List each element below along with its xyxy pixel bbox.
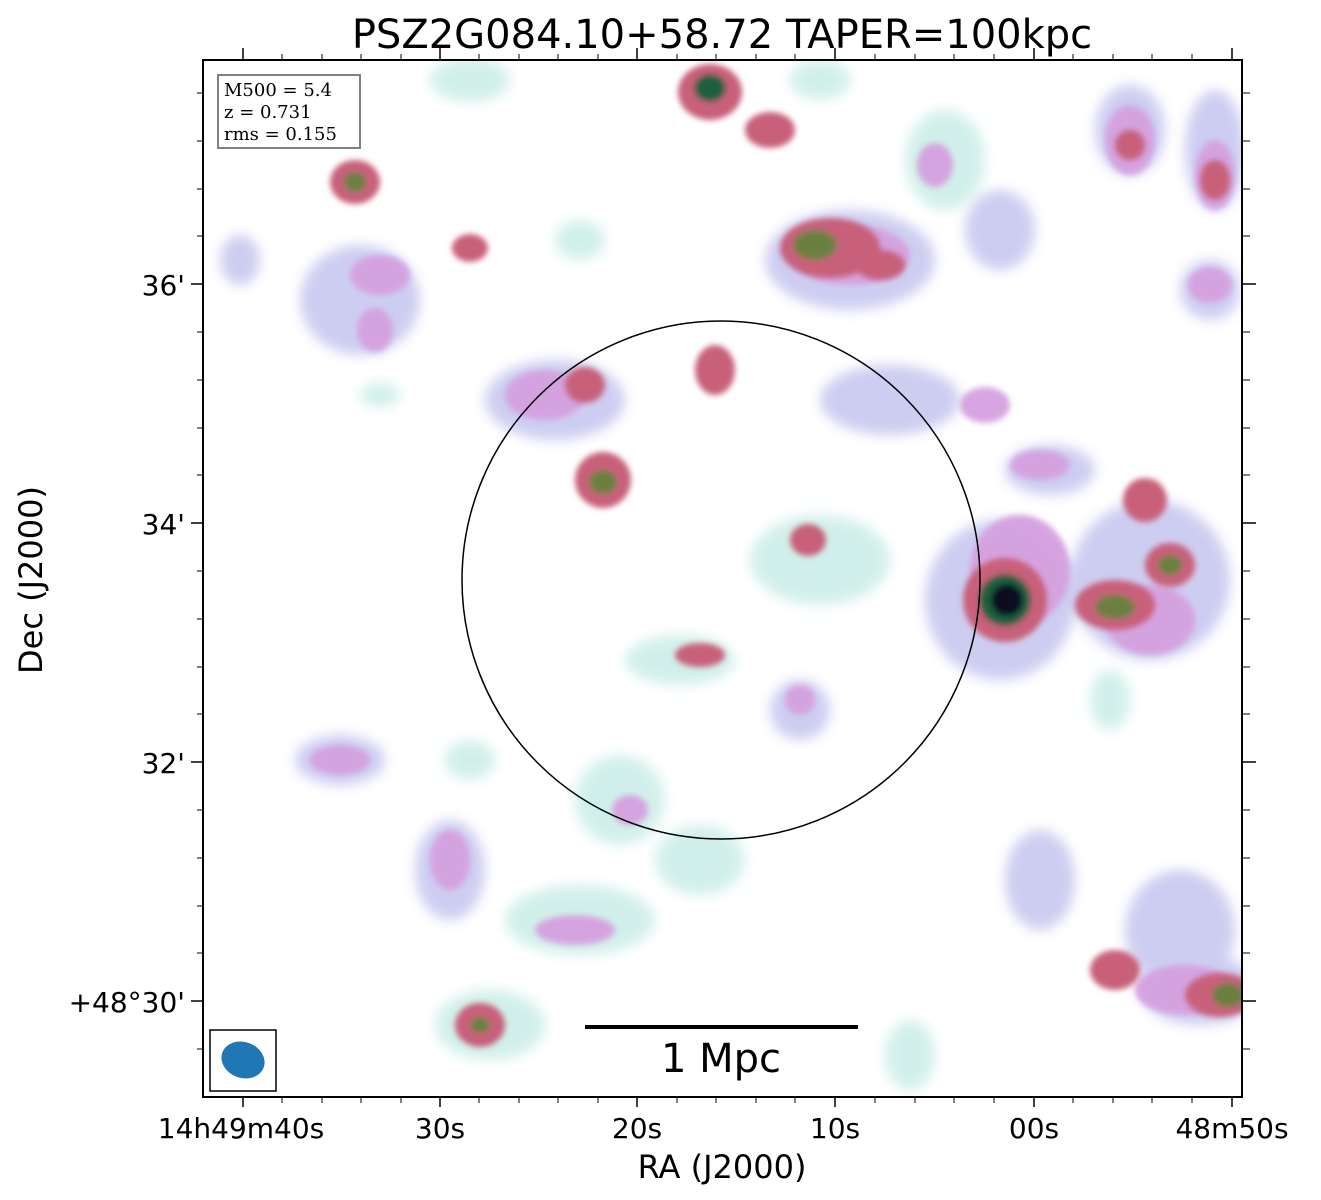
- figure-title: PSZ2G084.10+58.72 TAPER=100kpc: [352, 12, 1092, 58]
- y-tick-label: +48°30': [69, 986, 185, 1019]
- x-axis-minor-ticks: [281, 54, 1193, 1103]
- emission-map: [220, 60, 1242, 1090]
- x-axis-ticks: [242, 48, 1233, 1107]
- x-tick-label: 30s: [415, 1112, 465, 1145]
- beam-ellipse: [221, 1041, 265, 1079]
- y-tick-label: 36': [142, 269, 185, 302]
- info-rms: rms = 0.155: [224, 124, 337, 145]
- y-axis-label: Dec (J2000): [12, 486, 50, 674]
- x-tick-label: 14h49m40s: [158, 1112, 325, 1145]
- x-tick-label: 20s: [612, 1112, 662, 1145]
- scale-bar: 1 Mpc: [585, 1025, 858, 1082]
- cluster-aperture-circle: [461, 320, 981, 840]
- info-redshift: z = 0.731: [224, 102, 312, 123]
- x-axis-label: RA (J2000): [638, 1148, 807, 1186]
- scale-bar-label: 1 Mpc: [661, 1036, 781, 1082]
- x-tick-label: 00s: [1009, 1112, 1059, 1145]
- beam-box: [209, 1029, 277, 1092]
- info-mass: M500 = 5.4: [224, 80, 332, 101]
- info-box: M500 = 5.4 z = 0.731 rms = 0.155: [217, 74, 361, 149]
- x-tick-label: 48m50s: [1175, 1112, 1288, 1145]
- y-tick-label: 32': [142, 747, 185, 780]
- plot-frame: [202, 59, 1243, 1098]
- y-axis-minor-ticks: [197, 92, 1250, 1050]
- y-axis-ticks: [191, 283, 1256, 1002]
- x-tick-label: 10s: [810, 1112, 860, 1145]
- y-tick-label: 34': [142, 508, 185, 541]
